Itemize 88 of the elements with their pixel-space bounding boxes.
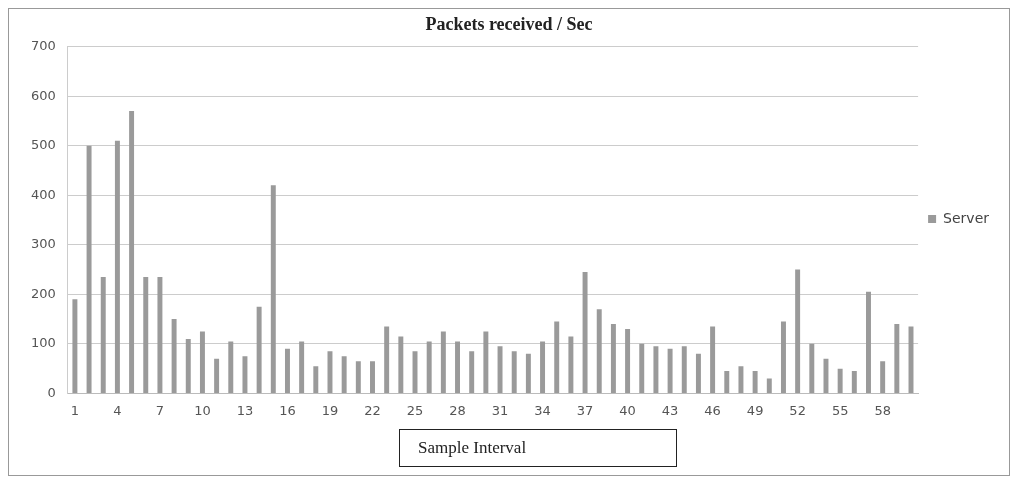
x-tick-label: 13 xyxy=(236,402,254,418)
y-tick-label: 100 xyxy=(30,335,56,351)
bar xyxy=(667,348,673,393)
bar xyxy=(695,353,701,393)
x-tick-label: 25 xyxy=(406,402,424,418)
x-tick-label: 43 xyxy=(661,402,679,418)
bar xyxy=(199,331,205,393)
y-tick-label: 0 xyxy=(47,384,56,400)
bar xyxy=(157,276,163,393)
x-tick-label: 28 xyxy=(449,402,466,418)
bar xyxy=(256,306,262,393)
x-tick-label: 10 xyxy=(194,402,211,418)
bar xyxy=(568,336,574,393)
x-tick-label: 37 xyxy=(576,402,594,418)
x-tick-label: 49 xyxy=(746,402,764,418)
bar xyxy=(72,299,78,393)
x-tick-label: 46 xyxy=(704,402,721,418)
y-tick-label: 300 xyxy=(30,236,56,252)
bar xyxy=(823,358,829,393)
bar xyxy=(809,343,815,393)
x-tick-label: 16 xyxy=(279,402,296,418)
bar xyxy=(86,145,92,393)
bar xyxy=(299,341,305,393)
bar xyxy=(766,378,772,393)
bar xyxy=(653,346,659,393)
legend-label: Server xyxy=(943,209,990,226)
bar xyxy=(511,351,517,393)
y-tick-label: 200 xyxy=(30,285,56,301)
bar xyxy=(483,331,489,393)
bar xyxy=(214,358,220,393)
bar xyxy=(554,321,560,393)
x-tick-label: 1 xyxy=(70,402,80,418)
x-tick-label: 7 xyxy=(155,402,165,418)
bar xyxy=(724,371,730,393)
chart-title: Packets received / Sec xyxy=(425,14,593,35)
bar xyxy=(752,371,758,393)
bar xyxy=(866,291,871,393)
y-tick-label: 400 xyxy=(30,186,56,202)
bar xyxy=(384,326,390,393)
bar xyxy=(129,111,135,393)
bar xyxy=(143,276,149,393)
bar xyxy=(370,361,375,393)
bar xyxy=(284,348,290,393)
bar xyxy=(780,321,786,393)
bar xyxy=(625,328,631,393)
y-tick-label: 500 xyxy=(30,137,56,153)
bar xyxy=(525,353,531,393)
bar xyxy=(242,356,248,393)
y-tick-label: 600 xyxy=(30,87,56,103)
bar xyxy=(851,371,857,393)
bar xyxy=(540,341,546,393)
bar xyxy=(270,185,276,393)
bar xyxy=(185,338,191,393)
bar xyxy=(440,331,446,393)
bar xyxy=(426,341,432,393)
bar xyxy=(880,361,886,393)
y-tick-label: 700 xyxy=(30,37,56,53)
x-tick-label: 31 xyxy=(491,402,509,418)
x-tick-label: 22 xyxy=(364,402,381,418)
bar xyxy=(171,319,177,393)
bar xyxy=(610,324,616,393)
bar xyxy=(341,356,347,393)
bar xyxy=(497,346,503,393)
bar xyxy=(639,343,645,393)
bar xyxy=(313,366,319,393)
x-axis-title: Sample Interval xyxy=(399,429,677,467)
x-tick-label: 58 xyxy=(874,402,891,418)
bar xyxy=(455,341,460,393)
x-tick-label: 4 xyxy=(113,402,122,418)
x-tick-label: 52 xyxy=(789,402,806,418)
bar xyxy=(710,326,716,393)
bar xyxy=(738,366,744,393)
bar xyxy=(469,351,475,393)
bar xyxy=(596,309,602,393)
x-tick-label: 40 xyxy=(619,402,636,418)
bar xyxy=(100,276,106,393)
bar xyxy=(894,324,900,393)
x-tick-label: 55 xyxy=(831,402,849,418)
bar xyxy=(795,269,801,393)
x-tick-label: 19 xyxy=(321,402,339,418)
bar xyxy=(114,140,120,393)
bar xyxy=(228,341,234,393)
bar xyxy=(582,272,588,393)
bar xyxy=(398,336,404,393)
bar xyxy=(837,368,843,393)
x-tick-label: 34 xyxy=(534,402,551,418)
bar xyxy=(681,346,687,393)
bar xyxy=(355,361,361,393)
